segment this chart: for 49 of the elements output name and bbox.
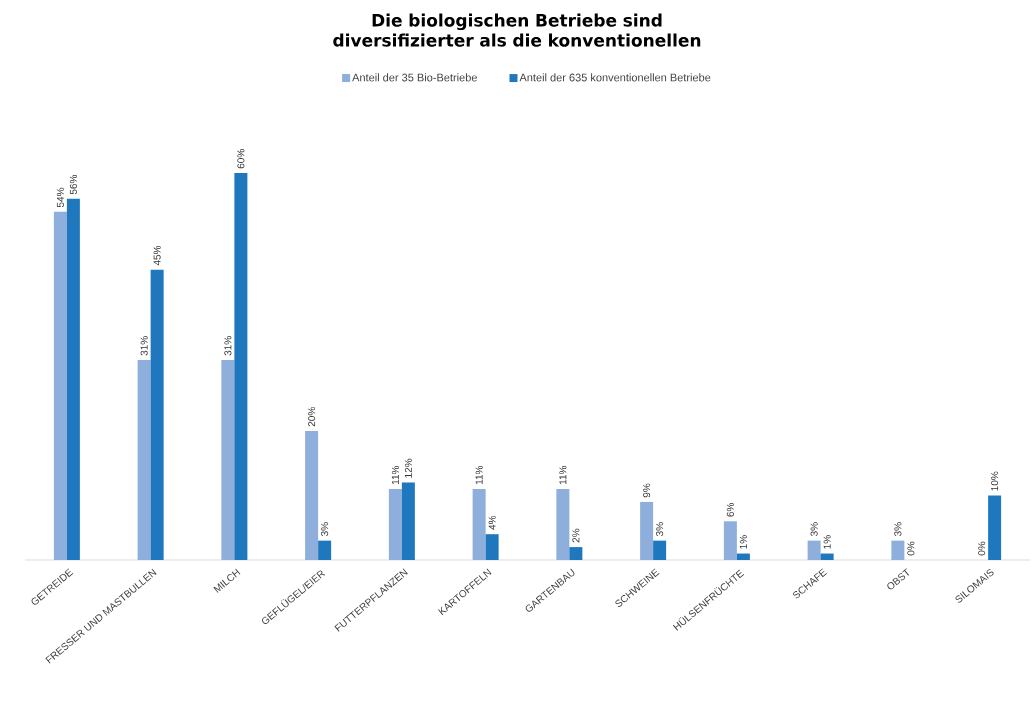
legend-label: Anteil der 635 konventionellen Betriebe [519,73,711,82]
data-label: 3% [656,522,664,537]
data-label: 4% [488,515,496,530]
data-label: 2% [572,528,580,543]
bar [569,547,583,560]
bar [234,173,248,560]
data-label: 10% [991,471,999,491]
data-label: 0% [907,541,915,556]
bar [401,482,415,560]
data-label: 6% [726,502,734,517]
bar [736,553,750,560]
bar [485,534,499,560]
bar [723,521,737,560]
data-label: 1% [823,535,831,549]
data-label: 3% [810,522,818,537]
data-label: 0% [978,541,986,556]
data-label: 60% [237,149,245,169]
bar [150,269,164,560]
bar [221,360,235,560]
bar [66,198,80,560]
data-label: 31% [224,336,232,356]
bar [137,360,151,560]
data-label: 31% [140,336,148,356]
data-label: 9% [643,483,651,498]
data-label: 11% [475,465,483,485]
bar [988,495,1002,560]
bar [53,211,67,560]
bar [820,553,834,560]
data-label: 1% [739,535,747,549]
data-label: 11% [391,465,399,485]
data-label: 11% [559,465,567,485]
bar [388,489,402,560]
bar [653,540,667,560]
data-label: 54% [56,187,64,208]
bar [472,489,486,560]
data-label: 20% [308,407,316,427]
data-label: 56% [69,174,77,195]
bar [891,540,905,560]
data-label: 45% [153,245,161,266]
chart-title: Die biologischen Betriebe sind diversifizierter als die konventionellen [333,13,701,47]
bar [556,489,570,560]
data-label: 3% [321,522,329,537]
bar [807,540,821,560]
data-label: 12% [404,458,412,478]
bar [640,501,654,560]
legend-label: Anteil der 35 Bio-Betriebe [352,73,477,82]
data-label: 3% [894,522,902,537]
bar [305,431,319,560]
bar [318,540,332,560]
